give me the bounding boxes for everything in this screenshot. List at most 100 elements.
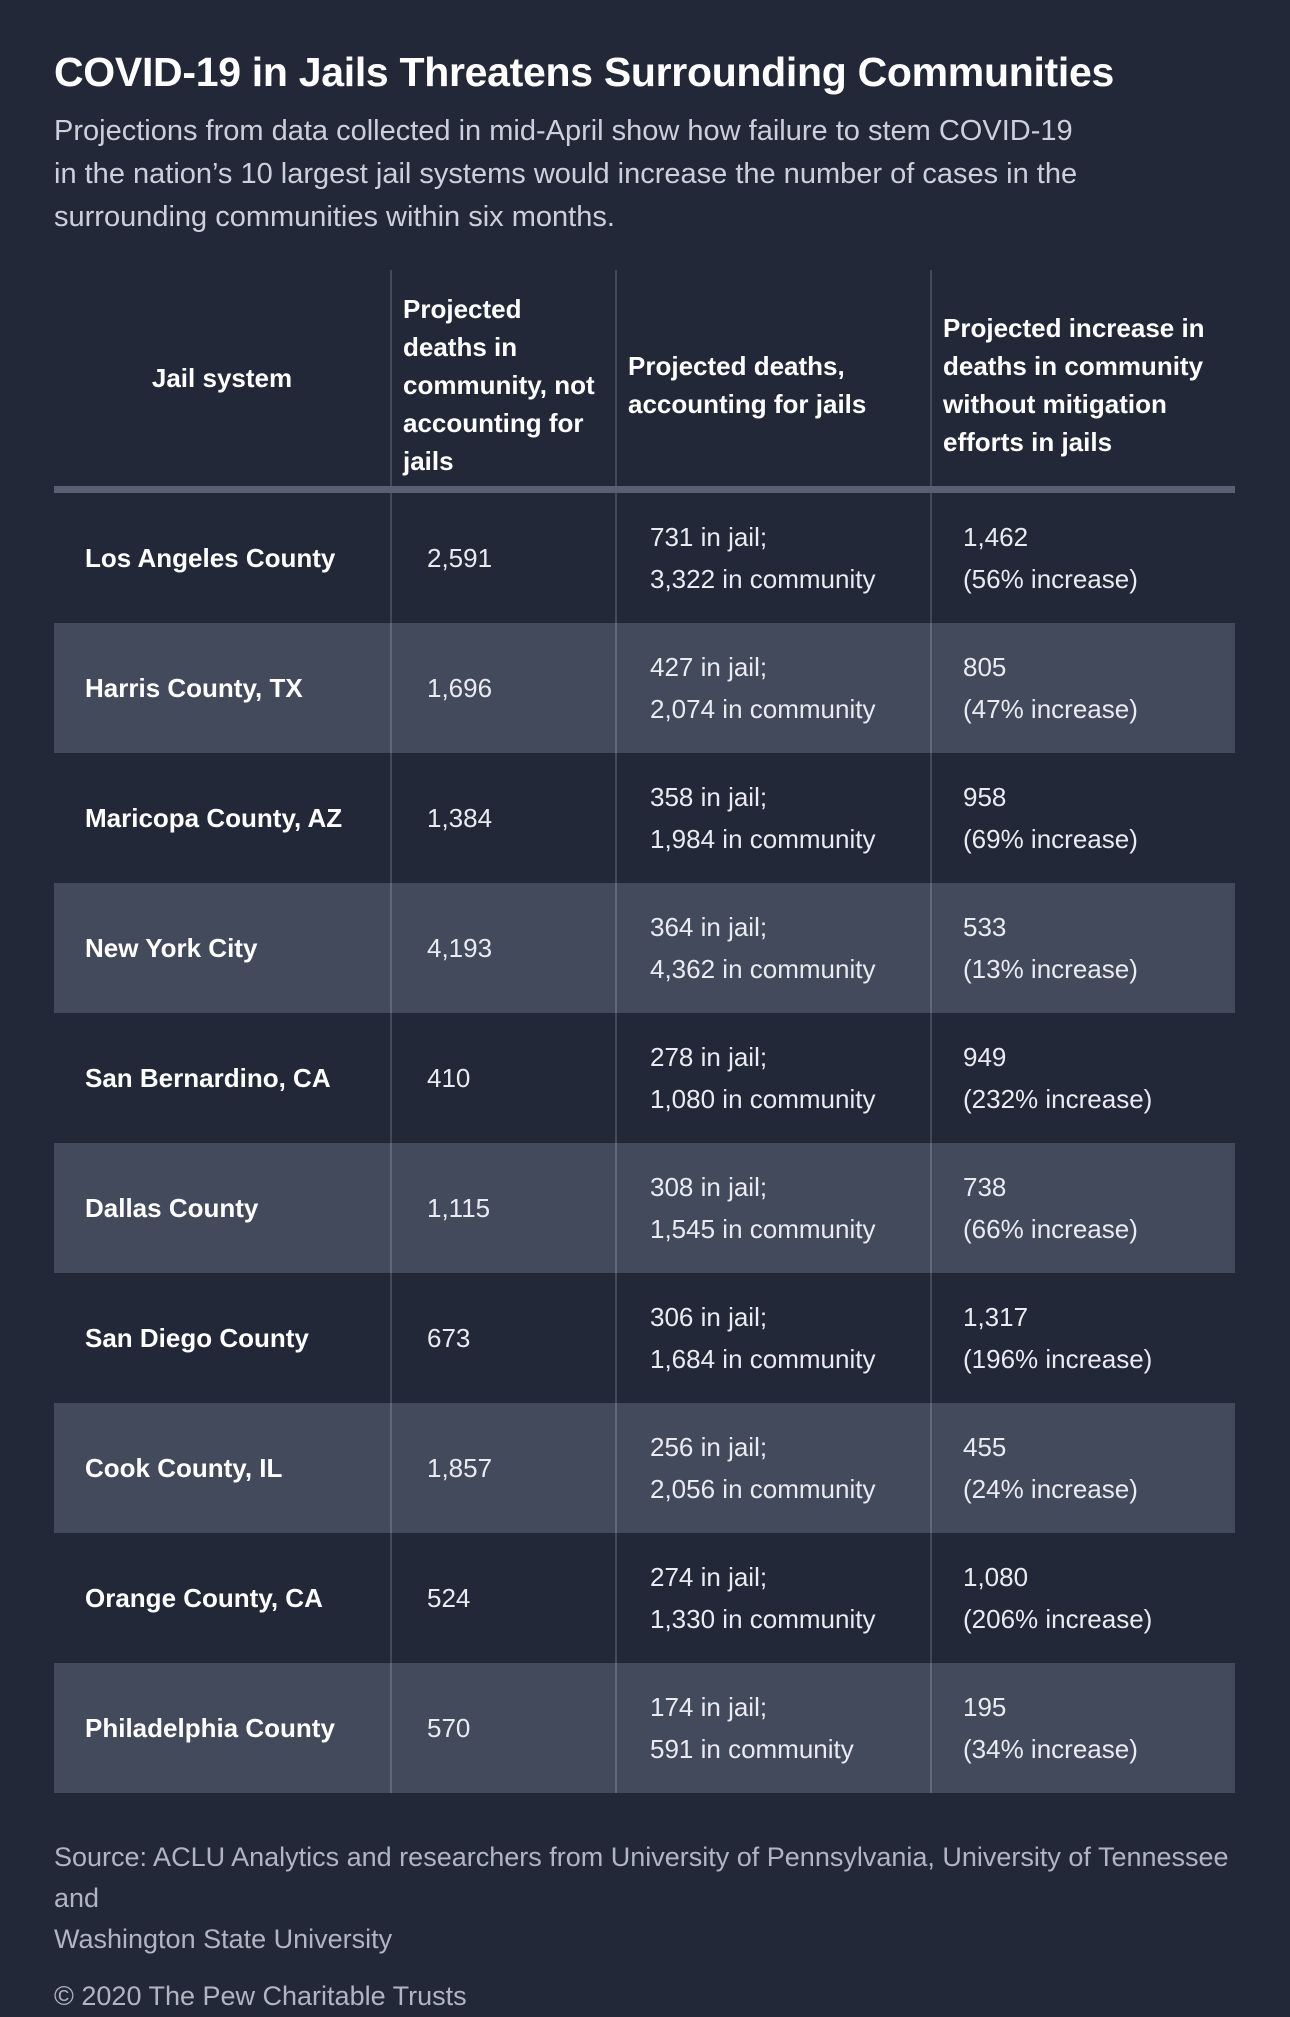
deaths-not-accounting-cell: 570 bbox=[390, 1663, 615, 1793]
increase-percent: (66% increase) bbox=[963, 1214, 1138, 1244]
table-row-san-diego: San Diego County 673 306 in jail; 1,684 … bbox=[54, 1273, 1235, 1403]
deaths-accounting-cell: 256 in jail; 2,056 in community bbox=[615, 1403, 930, 1533]
deaths-accounting-cell: 731 in jail; 3,322 in community bbox=[615, 493, 930, 623]
deaths-not-accounting-cell: 524 bbox=[390, 1533, 615, 1663]
table-row-san-bernardino: San Bernardino, CA 410 278 in jail; 1,08… bbox=[54, 1013, 1235, 1143]
in-community-line: 1,984 in community bbox=[650, 824, 876, 854]
table-header-row: Jail system Projected deaths in communit… bbox=[54, 270, 1235, 486]
subtitle-line-1: Projections from data collected in mid-A… bbox=[54, 115, 1073, 147]
increase-value: 1,317 bbox=[963, 1302, 1029, 1332]
source-line-2: Washington State University bbox=[54, 1924, 393, 1954]
increase-percent: (24% increase) bbox=[963, 1474, 1138, 1504]
increase-cell: 1,317 (196% increase) bbox=[930, 1273, 1235, 1403]
increase-cell: 958 (69% increase) bbox=[930, 753, 1235, 883]
in-community-line: 3,322 in community bbox=[650, 564, 876, 594]
increase-cell: 1,462 (56% increase) bbox=[930, 493, 1235, 623]
in-jail-line: 358 in jail; bbox=[650, 782, 768, 812]
in-community-line: 1,330 in community bbox=[650, 1604, 876, 1634]
deaths-accounting-cell: 174 in jail; 591 in community bbox=[615, 1663, 930, 1793]
header-line: without mitigation bbox=[943, 389, 1167, 419]
source-line-1: Source: ACLU Analytics and researchers f… bbox=[54, 1842, 1229, 1913]
jail-system-cell: Dallas County bbox=[85, 1192, 259, 1223]
header-line: accounting for jails bbox=[628, 389, 867, 419]
jail-system-cell: Harris County, TX bbox=[85, 672, 303, 703]
increase-cell: 455 (24% increase) bbox=[930, 1403, 1235, 1533]
source-note: Source: ACLU Analytics and researchers f… bbox=[54, 1837, 1236, 1960]
header-rule bbox=[54, 486, 1235, 493]
deaths-accounting-cell: 306 in jail; 1,684 in community bbox=[615, 1273, 930, 1403]
increase-percent: (206% increase) bbox=[963, 1604, 1153, 1634]
header-line: deaths in community bbox=[943, 351, 1204, 381]
in-jail-line: 306 in jail; bbox=[650, 1302, 768, 1332]
deaths-not-accounting-cell: 673 bbox=[390, 1273, 615, 1403]
increase-percent: (196% increase) bbox=[963, 1344, 1153, 1374]
header-line: Projected increase in bbox=[943, 313, 1205, 343]
increase-cell: 949 (232% increase) bbox=[930, 1013, 1235, 1143]
table-row-maricopa: Maricopa County, AZ 1,384 358 in jail; 1… bbox=[54, 753, 1235, 883]
increase-value: 1,462 bbox=[963, 522, 1029, 552]
in-jail-line: 731 in jail; bbox=[650, 522, 768, 552]
deaths-not-accounting-cell: 1,696 bbox=[390, 623, 615, 753]
in-community-line: 1,545 in community bbox=[650, 1214, 876, 1244]
in-jail-line: 174 in jail; bbox=[650, 1692, 768, 1722]
in-community-line: 4,362 in community bbox=[650, 954, 876, 984]
deaths-not-accounting-cell: 2,591 bbox=[390, 493, 615, 623]
in-community-line: 1,684 in community bbox=[650, 1344, 876, 1374]
jail-system-cell: Philadelphia County bbox=[85, 1712, 335, 1743]
deaths-not-accounting-cell: 410 bbox=[390, 1013, 615, 1143]
in-jail-line: 274 in jail; bbox=[650, 1562, 768, 1592]
increase-cell: 195 (34% increase) bbox=[930, 1663, 1235, 1793]
jail-system-cell: Orange County, CA bbox=[85, 1582, 323, 1613]
increase-percent: (69% increase) bbox=[963, 824, 1138, 854]
increase-percent: (13% increase) bbox=[963, 954, 1138, 984]
page-footer: Source: ACLU Analytics and researchers f… bbox=[54, 1837, 1236, 2017]
increase-percent: (47% increase) bbox=[963, 694, 1138, 724]
increase-value: 958 bbox=[963, 782, 1007, 812]
deaths-accounting-cell: 427 in jail; 2,074 in community bbox=[615, 623, 930, 753]
header-cell-deaths-not-accounting: Projected deaths in community, not accou… bbox=[390, 270, 615, 486]
table-row-philadelphia: Philadelphia County 570 174 in jail; 591… bbox=[54, 1663, 1235, 1793]
increase-value: 949 bbox=[963, 1042, 1007, 1072]
increase-value: 805 bbox=[963, 652, 1007, 682]
table-row-harris: Harris County, TX 1,696 427 in jail; 2,0… bbox=[54, 623, 1235, 753]
jail-system-cell: San Bernardino, CA bbox=[85, 1062, 331, 1093]
increase-cell: 533 (13% increase) bbox=[930, 883, 1235, 1013]
copyright-note: © 2020 The Pew Charitable Trusts bbox=[54, 1981, 467, 2011]
increase-value: 1,080 bbox=[963, 1562, 1029, 1592]
deaths-not-accounting-cell: 1,384 bbox=[390, 753, 615, 883]
jail-system-cell: New York City bbox=[85, 932, 258, 963]
deaths-not-accounting-cell: 1,115 bbox=[390, 1143, 615, 1273]
increase-value: 195 bbox=[963, 1692, 1007, 1722]
table-row-orange: Orange County, CA 524 274 in jail; 1,330… bbox=[54, 1533, 1235, 1663]
in-jail-line: 308 in jail; bbox=[650, 1172, 768, 1202]
header-cell-jail-system: Jail system bbox=[151, 363, 293, 393]
in-community-line: 591 in community bbox=[650, 1734, 854, 1764]
jail-system-cell: Maricopa County, AZ bbox=[85, 802, 343, 833]
data-table: Jail system Projected deaths in communit… bbox=[54, 270, 1235, 1793]
deaths-not-accounting-cell: 1,857 bbox=[390, 1403, 615, 1533]
in-jail-line: 278 in jail; bbox=[650, 1042, 768, 1072]
deaths-accounting-cell: 278 in jail; 1,080 in community bbox=[615, 1013, 930, 1143]
in-jail-line: 364 in jail; bbox=[650, 912, 768, 942]
table-row-new-york: New York City 4,193 364 in jail; 4,362 i… bbox=[54, 883, 1235, 1013]
in-jail-line: 427 in jail; bbox=[650, 652, 768, 682]
increase-percent: (56% increase) bbox=[963, 564, 1138, 594]
jail-system-cell: Cook County, IL bbox=[85, 1452, 283, 1483]
header-line: Projected deaths, bbox=[628, 351, 845, 381]
increase-cell: 1,080 (206% increase) bbox=[930, 1533, 1235, 1663]
page-subtitle: Projections from data collected in mid-A… bbox=[54, 110, 1236, 239]
in-community-line: 1,080 in community bbox=[650, 1084, 876, 1114]
deaths-accounting-cell: 364 in jail; 4,362 in community bbox=[615, 883, 930, 1013]
in-community-line: 2,074 in community bbox=[650, 694, 876, 724]
jail-system-cell: Los Angeles County bbox=[85, 542, 336, 573]
increase-value: 533 bbox=[963, 912, 1007, 942]
header-line: efforts in jails bbox=[943, 427, 1113, 457]
subtitle-line-3: surrounding communities within six month… bbox=[54, 201, 615, 233]
header-cell-deaths-accounting: Projected deaths, accounting for jails bbox=[615, 270, 930, 486]
table-row-cook: Cook County, IL 1,857 256 in jail; 2,056… bbox=[54, 1403, 1235, 1533]
deaths-accounting-cell: 358 in jail; 1,984 in community bbox=[615, 753, 930, 883]
increase-cell: 738 (66% increase) bbox=[930, 1143, 1235, 1273]
header-cell-projected-increase: Projected increase in deaths in communit… bbox=[930, 270, 1235, 486]
subtitle-line-2: in the nation’s 10 largest jail systems … bbox=[54, 158, 1078, 190]
